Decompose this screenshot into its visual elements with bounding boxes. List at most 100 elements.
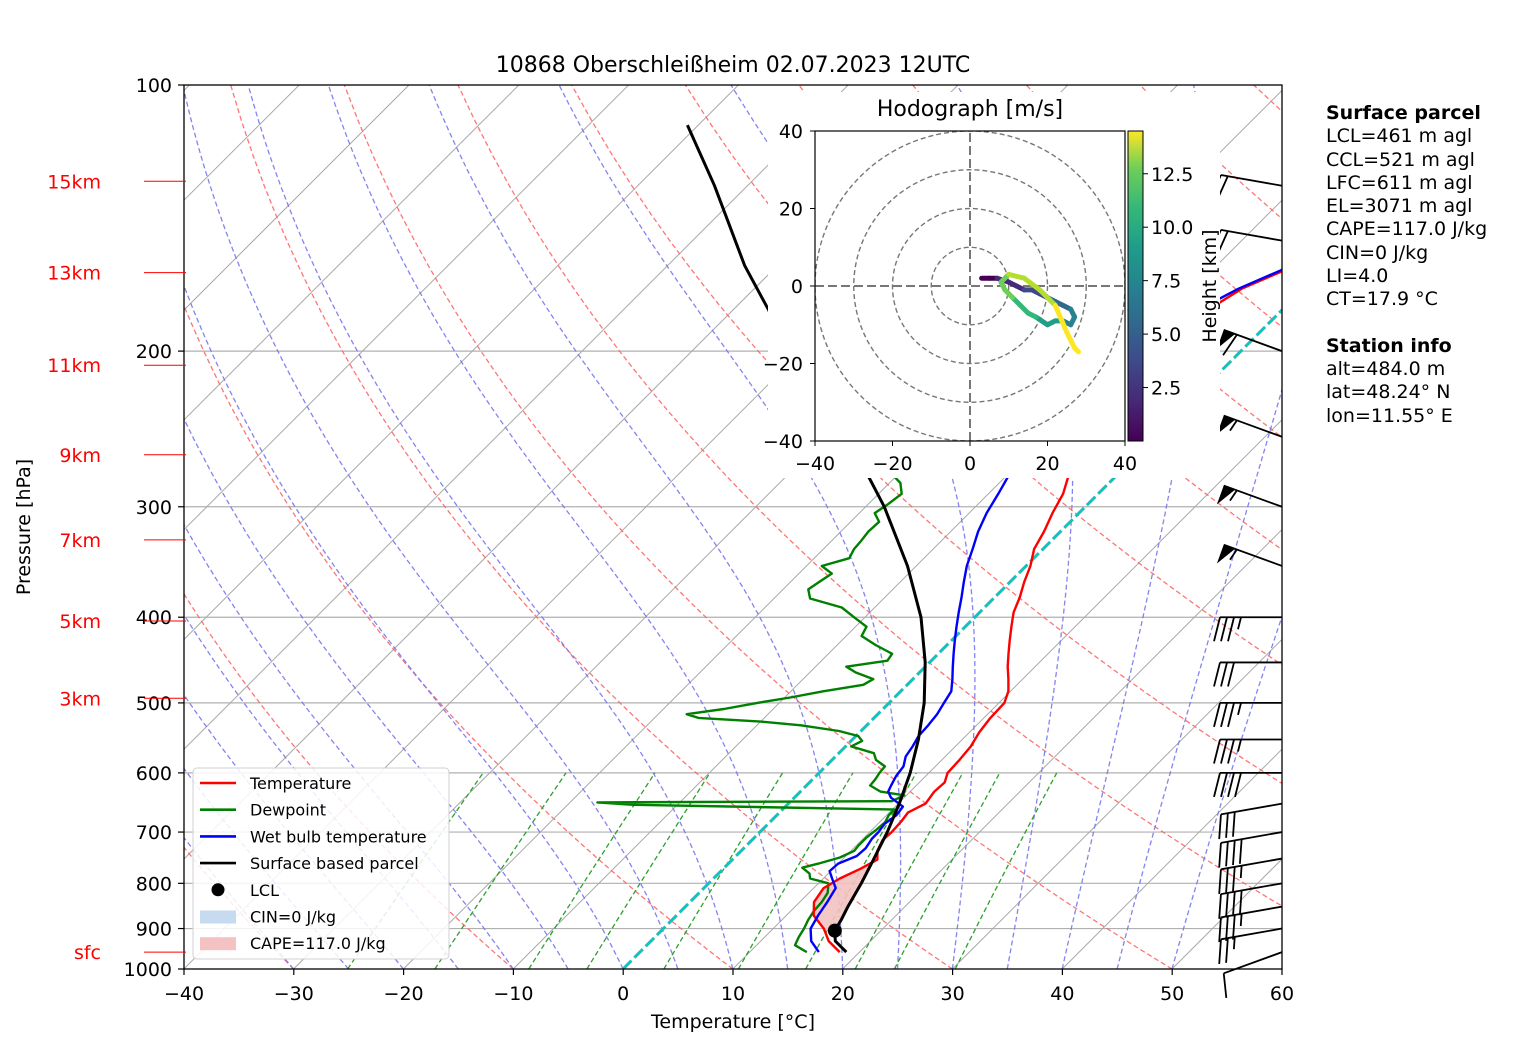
legend: Temperature Dewpoint Wet bulb temperature S… [192,767,450,960]
station-line-lat: lat=48.24° N [1326,381,1451,404]
moist-adiabat [327,85,789,969]
y-axis-ticks: 100 200 300 400 500 600 700 800 900 1000 [124,75,184,981]
moist-adiabat [247,85,734,969]
moist-adiabat [1116,387,1282,969]
surface-line-lcl: LCL=461 m agl [1326,125,1473,148]
wind-barb [1218,802,1283,840]
hodograph-segment [1072,345,1081,355]
mixing-ratio-line [663,772,784,969]
station-info-title: Station info [1326,334,1452,357]
colorbar-tick-label: 2.5 [1151,378,1181,400]
hodograph-ring [930,246,1010,326]
x-tick-label: 10 [721,983,745,1005]
hodograph-segment [1006,271,1027,281]
isotherm [952,638,1282,969]
wind-barb [1218,927,1283,965]
legend-entry: Surface based parcel [200,854,419,873]
moist-adiabat [184,613,459,969]
isotherm [184,85,849,750]
legend-label: Surface based parcel [250,854,419,873]
legend-box [192,767,450,960]
wind-barb [1216,329,1283,356]
x-axis-ticks: −40 −30 −20 −10 0 10 20 30 40 50 60 [164,969,1294,1005]
height-label: sfc [74,942,101,964]
hodograph-segment [1052,302,1070,335]
legend-label: Dewpoint [250,801,326,820]
hodograph-segment [1064,330,1078,351]
y-axis-label: Pressure [hPa] [13,459,35,595]
lcl-marker [827,923,842,938]
wind-barb [1213,661,1282,687]
legend-label: LCL [250,881,279,900]
dry-adiabat [343,85,1173,969]
legend-entry: CAPE=117.0 J/kg [200,934,386,953]
legend-entry: LCL [211,881,279,900]
zero-isotherm [621,307,1282,969]
height-label: 7km [59,530,101,552]
x-tick-label: 60 [1270,983,1294,1005]
surface-line-el: EL=3071 m agl [1326,195,1473,218]
colorbar-tick-label: 5.0 [1151,324,1181,346]
moist-adiabat [184,417,569,969]
wind-barb [1216,484,1283,508]
isotherm [732,419,1282,969]
legend-entry: Wet bulb temperature [200,827,427,846]
height-label: 5km [59,611,101,633]
cape-cin-fills [813,832,888,931]
surface-line-ct: CT=17.9 °C [1326,288,1438,311]
legend-entry: CIN=0 J/kg [200,908,336,927]
hodograph: Hodograph [m/s] −40 −20 0 20 40 40 20 0 −20 −40 2.5… [763,92,1221,478]
y-tick-label: 900 [136,919,172,941]
wind-barb [1213,771,1282,798]
legend-label: Wet bulb temperature [250,827,427,846]
x-tick-label: −30 [274,983,314,1005]
dry-adiabat [457,85,1282,907]
wind-barb [1218,831,1283,868]
legend-label: Temperature [249,774,351,793]
legend-label: CIN=0 J/kg [250,908,336,927]
surface-line-ccl: CCL=521 m agl [1326,148,1475,171]
y-tick-label: 200 [136,341,172,363]
x-tick-label: 20 [831,983,855,1005]
height-label: 9km [59,445,101,467]
hodograph-ring [853,169,1087,403]
wind-barb [1218,882,1283,919]
mixing-ratio-line [954,772,1058,969]
hodograph-title: Hodograph [m/s] [877,97,1063,122]
wetbulb-line [809,268,1282,953]
height-label: 15km [47,171,101,193]
moist-adiabat [184,87,679,969]
wind-barb [1218,905,1283,943]
x-tick-label: 50 [1160,983,1184,1005]
hodograph-y-tick-label: 0 [791,276,803,298]
info-panel: Surface parcel LCL=461 m agl CCL=521 m a… [1326,102,1487,428]
mixing-ratio-line [434,772,567,969]
x-axis-label: Temperature [°C] [650,1011,815,1033]
wind-barb [1213,616,1282,642]
wind-barb [1216,414,1283,438]
surface-line-lfc: LFC=611 m agl [1326,171,1473,194]
x-tick-label: 30 [941,983,965,1005]
wind-barb [1218,857,1283,895]
wind-barb [1213,701,1282,728]
isotherm [1061,748,1282,969]
surface-parcel-title: Surface parcel [1326,102,1481,124]
hodograph-segment [1037,287,1058,308]
wind-barbs [1210,174,1283,999]
colorbar-tick-label: 7.5 [1151,271,1181,293]
legend-entry: Temperature [200,774,351,793]
surface-line-li: LI=4.0 [1326,265,1389,288]
moist-adiabat [428,85,844,969]
legend-label: CAPE=117.0 J/kg [250,934,386,953]
hodograph-segment [1021,275,1043,293]
colorbar-tick-label: 10.0 [1151,217,1193,239]
colorbar-label: Height [km] [1199,229,1221,342]
x-tick-label: 0 [617,983,629,1005]
x-tick-label: 40 [1050,983,1074,1005]
hodograph-x-tick-label: 40 [1113,453,1137,475]
surface-line-cape: CAPE=117.0 J/kg [1326,218,1488,241]
cape-area [813,832,888,931]
dry-adiabat [184,304,734,969]
hodograph-x-tick-label: 0 [964,453,976,475]
y-tick-label: 800 [136,873,172,895]
